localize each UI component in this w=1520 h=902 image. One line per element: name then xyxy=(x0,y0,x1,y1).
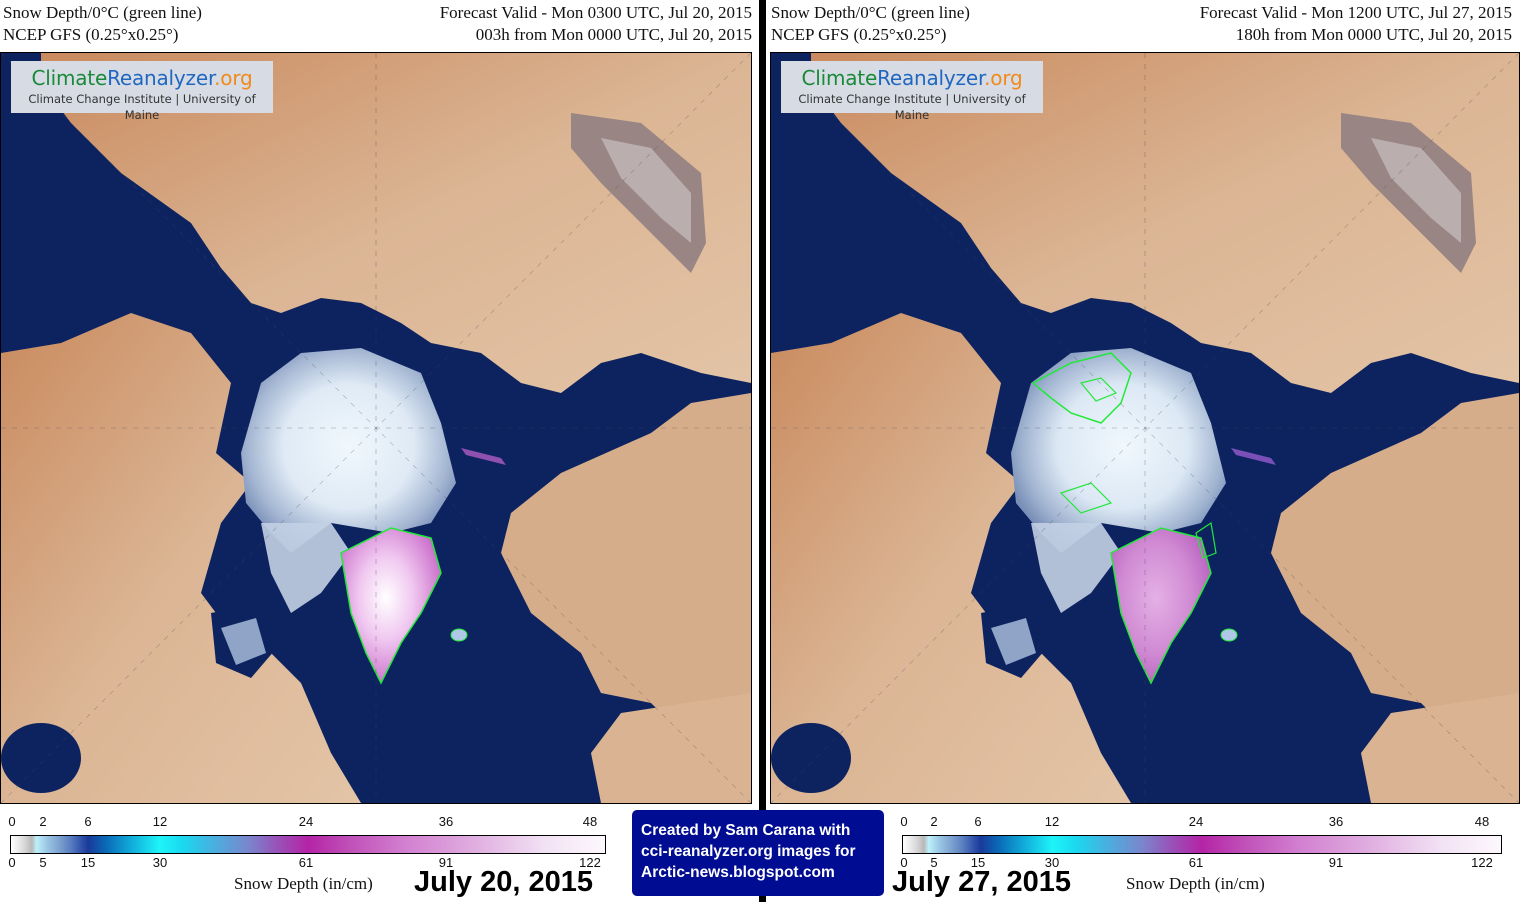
map-header-left: Snow Depth/0°C (green line) NCEP GFS (0.… xyxy=(3,2,202,46)
snow-depth-map: ClimateReanalyzer.org Climate Change Ins… xyxy=(770,52,1520,804)
tick-in: 48 xyxy=(1474,814,1490,829)
legend-colorbar xyxy=(902,835,1502,854)
tick-cm: 122 xyxy=(1471,855,1493,870)
map-title: Snow Depth/0°C (green line) xyxy=(771,3,970,22)
tick-in: 6 xyxy=(974,814,982,829)
tick-cm: 61 xyxy=(298,855,314,870)
tick-cm: 5 xyxy=(930,855,938,870)
legend-colorbar xyxy=(10,835,606,854)
legend-label: Snow Depth (in/cm) xyxy=(1126,874,1265,893)
tick-cm: 0 xyxy=(900,855,908,870)
tick-in: 24 xyxy=(298,814,314,829)
tick-cm: 0 xyxy=(8,855,16,870)
tick-in: 36 xyxy=(1328,814,1344,829)
credit-line-2: cci-reanalyzer.org images for xyxy=(641,843,856,860)
forecast-offset: 180h from Mon 0000 UTC, Jul 20, 2015 xyxy=(1235,25,1512,44)
polar-map-graphic xyxy=(1,53,751,803)
map-header-left: Snow Depth/0°C (green line) NCEP GFS (0.… xyxy=(771,2,970,46)
date-label: July 27, 2015 xyxy=(892,866,1071,898)
tick-cm: 15 xyxy=(80,855,96,870)
snow-depth-legend: 0 2 6 12 24 36 48 0 5 15 30 61 91 122 Sn… xyxy=(892,810,1516,902)
tick-cm: 15 xyxy=(970,855,986,870)
polar-map-graphic xyxy=(771,53,1519,803)
tick-in: 48 xyxy=(582,814,598,829)
model-label: NCEP GFS (0.25°x0.25°) xyxy=(3,25,179,44)
panel-jul-20: Snow Depth/0°C (green line) NCEP GFS (0.… xyxy=(0,2,752,902)
tick-cm: 5 xyxy=(39,855,47,870)
map-header-right: Forecast Valid - Mon 1200 UTC, Jul 27, 2… xyxy=(1200,2,1512,46)
tick-in: 2 xyxy=(930,814,938,829)
tick-cm: 122 xyxy=(579,855,601,870)
forecast-valid: Forecast Valid - Mon 0300 UTC, Jul 20, 2… xyxy=(439,3,752,22)
tick-in: 0 xyxy=(900,814,908,829)
tick-cm: 91 xyxy=(1328,855,1344,870)
model-label: NCEP GFS (0.25°x0.25°) xyxy=(771,25,947,44)
panel-jul-27: Snow Depth/0°C (green line) NCEP GFS (0.… xyxy=(768,0,1520,902)
logo-subtitle: Climate Change Institute | University of… xyxy=(798,92,1026,122)
tick-cm: 61 xyxy=(1188,855,1204,870)
snow-depth-map: ClimateReanalyzer.org Climate Change Ins… xyxy=(0,52,752,804)
tick-cm: 30 xyxy=(152,855,168,870)
forecast-valid: Forecast Valid - Mon 1200 UTC, Jul 27, 2… xyxy=(1199,3,1512,22)
legend-label: Snow Depth (in/cm) xyxy=(234,874,373,893)
tick-cm: 30 xyxy=(1044,855,1060,870)
logo-title: ClimateReanalyzer.org xyxy=(31,66,253,90)
tick-in: 0 xyxy=(8,814,16,829)
date-label: July 20, 2015 xyxy=(414,866,593,898)
tick-in: 36 xyxy=(438,814,454,829)
map-title: Snow Depth/0°C (green line) xyxy=(3,3,202,22)
logo-title: ClimateReanalyzer.org xyxy=(801,66,1023,90)
climate-reanalyzer-logo: ClimateReanalyzer.org Climate Change Ins… xyxy=(11,61,273,122)
credit-line-1: Created by Sam Carana with xyxy=(641,822,851,839)
credit-box: Created by Sam Carana with cci-reanalyze… xyxy=(632,810,884,896)
snow-depth-legend: 0 2 6 12 24 36 48 0 5 15 30 61 91 122 Sn… xyxy=(8,810,628,902)
tick-in: 6 xyxy=(84,814,92,829)
climate-reanalyzer-logo: ClimateReanalyzer.org Climate Change Ins… xyxy=(781,61,1043,122)
tick-in: 24 xyxy=(1188,814,1204,829)
tick-in: 12 xyxy=(152,814,168,829)
tick-in: 12 xyxy=(1044,814,1060,829)
forecast-offset: 003h from Mon 0000 UTC, Jul 20, 2015 xyxy=(475,25,752,44)
map-header-right: Forecast Valid - Mon 0300 UTC, Jul 20, 2… xyxy=(440,2,752,46)
panel-divider xyxy=(759,0,766,902)
credit-line-3: Arctic-news.blogspot.com xyxy=(641,864,835,881)
logo-subtitle: Climate Change Institute | University of… xyxy=(28,92,256,122)
tick-in: 2 xyxy=(39,814,47,829)
tick-cm: 91 xyxy=(438,855,454,870)
